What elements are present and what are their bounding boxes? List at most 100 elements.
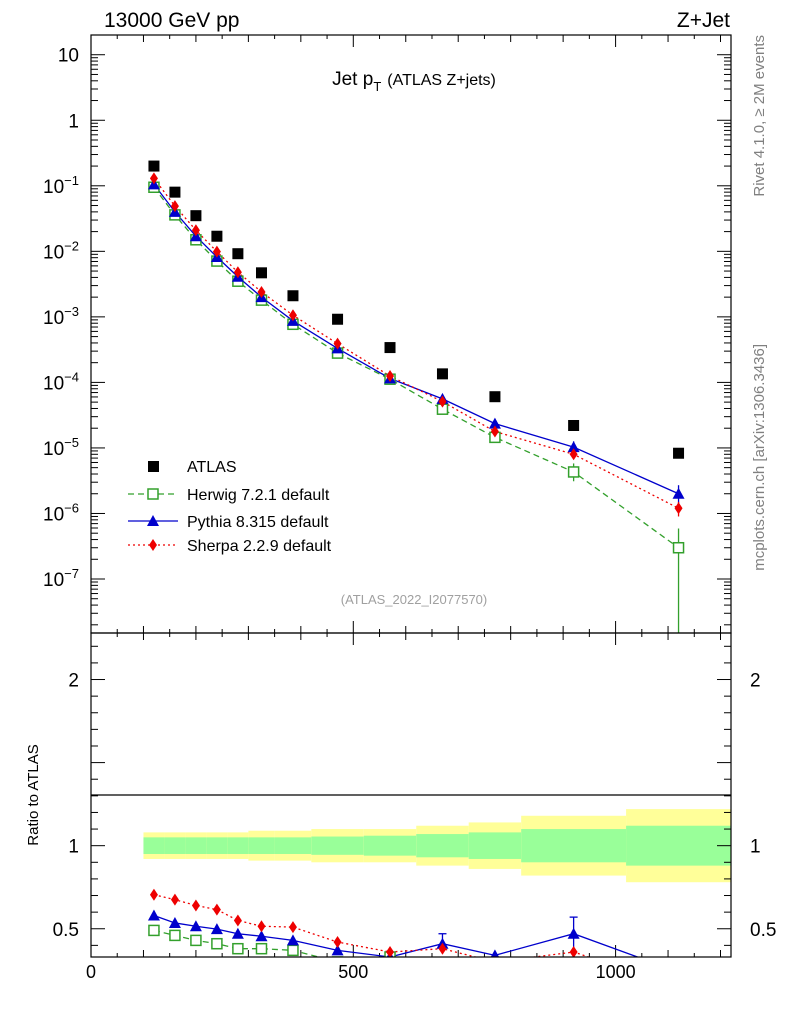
x-tick-label: 1000 [596,962,636,982]
pythia-marker [490,949,500,957]
pythia-marker [488,417,501,429]
y-tick-exp: −3 [64,304,79,319]
pythia-marker [147,909,160,921]
ratio-band-inner [164,837,186,854]
y-tick-label: 10−1 [43,173,79,198]
y-tick-base: 10 [43,177,64,198]
atlas-marker [148,160,160,172]
ratio-band-inner [248,837,275,854]
ratio-series-marks [147,888,685,1010]
atlas-marker [436,368,448,380]
title-sub: T [373,79,381,94]
y-tick-base: 10 [43,504,64,525]
herwig-marker [190,934,202,947]
y-tick-base: 10 [43,570,64,591]
herwig-marker [287,944,299,957]
y-tick-base: 10 [43,373,64,394]
legend-marker-herwig [147,488,159,500]
herwig-marker [674,1000,684,1010]
ratio-band-inner [274,837,312,854]
header-right: Z+Jet [677,9,730,32]
top-series-marks [147,160,685,554]
legend: ATLAS Herwig 7.2.1 default Pythia 8.315 … [128,459,332,555]
atlas-marker [190,210,202,222]
ratio-y-tick-label: 0.5 [53,920,79,941]
legend-marker-sherpa [149,539,157,551]
sherpa-marker [333,936,342,949]
herwig-marker [148,924,160,937]
herwig-marker [255,942,268,955]
header-left: 13000 GeV pp [104,9,239,32]
y-tick-exp: −6 [64,500,79,515]
y-tick-base: 10 [43,308,64,329]
sherpa-marker [212,245,221,258]
y-tick-label: 10−4 [43,369,79,394]
pythia-marker [286,934,299,946]
sherpa-marker [191,224,200,237]
sherpa-marker [490,425,499,438]
pythia-marker [673,966,685,977]
ratio-ylabel: Ratio to ATLAS [25,744,42,845]
pythia-marker [210,923,223,935]
ratio-y-tick-label: 1 [68,837,79,858]
pythia-marker [331,944,344,956]
ratio-band-inner [521,829,627,863]
ticks-layer: 0 500 100010110−110−210−310−410−510−610−72… [43,34,776,982]
herwig-marker [437,959,447,969]
pythia-marker [567,441,580,453]
pythia-marker [231,927,244,939]
y-tick-label: 1 [68,111,79,132]
ratio-band-inner [311,836,364,855]
pythia-marker [168,916,181,928]
sherpa-marker [233,914,242,927]
ratio-band-inner [468,832,522,859]
y-tick-base: 10 [43,439,64,460]
sherpa-marker [233,266,242,279]
atlas-marker [332,313,344,325]
ratio-y-tick-label-right: 1 [750,837,761,858]
y-tick-exp: −2 [64,238,79,253]
sherpa-marker [675,981,683,993]
legend-label-sherpa: Sherpa 2.2.9 default [187,538,332,555]
pythia-marker [567,927,580,939]
atlas-marker [489,391,501,403]
sherpa-marker [257,285,266,298]
herwig-marker [211,937,223,950]
sherpa-marker [212,903,221,916]
y-tick-label: 10 [58,46,79,67]
sherpa-marker [494,955,496,957]
sherpa-marker [438,942,447,955]
herwig-marker [169,929,181,942]
title-rest: (ATLAS Z+jets) [387,72,496,89]
herwig-marker [232,942,244,955]
ratio-y-tick-label: 2 [68,671,79,692]
atlas-marker [211,230,223,242]
atlas-marker [232,248,244,260]
sherpa-marker [170,200,179,213]
legend-label-pythia: Pythia 8.315 default [187,514,329,531]
sherpa-marker [569,946,578,957]
ratio-band-inner [206,837,228,854]
ratio-band-inner [626,825,731,866]
sherpa-marker [569,448,578,461]
ratio-y-tick-label-right: 2 [750,671,761,692]
atlas-marker [384,342,396,354]
sherpa-marker [149,172,158,185]
pythia-marker [672,487,685,499]
y-tick-label: 10−5 [43,435,79,460]
sherpa-marker [386,946,395,957]
legend-marker-pythia [147,515,159,526]
herwig-marker [672,541,685,554]
sherpa-marker [149,888,158,901]
y-tick-label: 10−3 [43,304,79,329]
y-tick-exp: −5 [64,435,79,450]
y-tick-label: 10−2 [43,238,79,263]
y-tick-base: 10 [43,242,64,263]
ratio-band-layer [143,809,731,883]
bottom-panel-frame [90,632,732,958]
ratio-band-inner [185,837,207,854]
pythia-marker [255,930,268,942]
herwig-marker [490,967,500,977]
